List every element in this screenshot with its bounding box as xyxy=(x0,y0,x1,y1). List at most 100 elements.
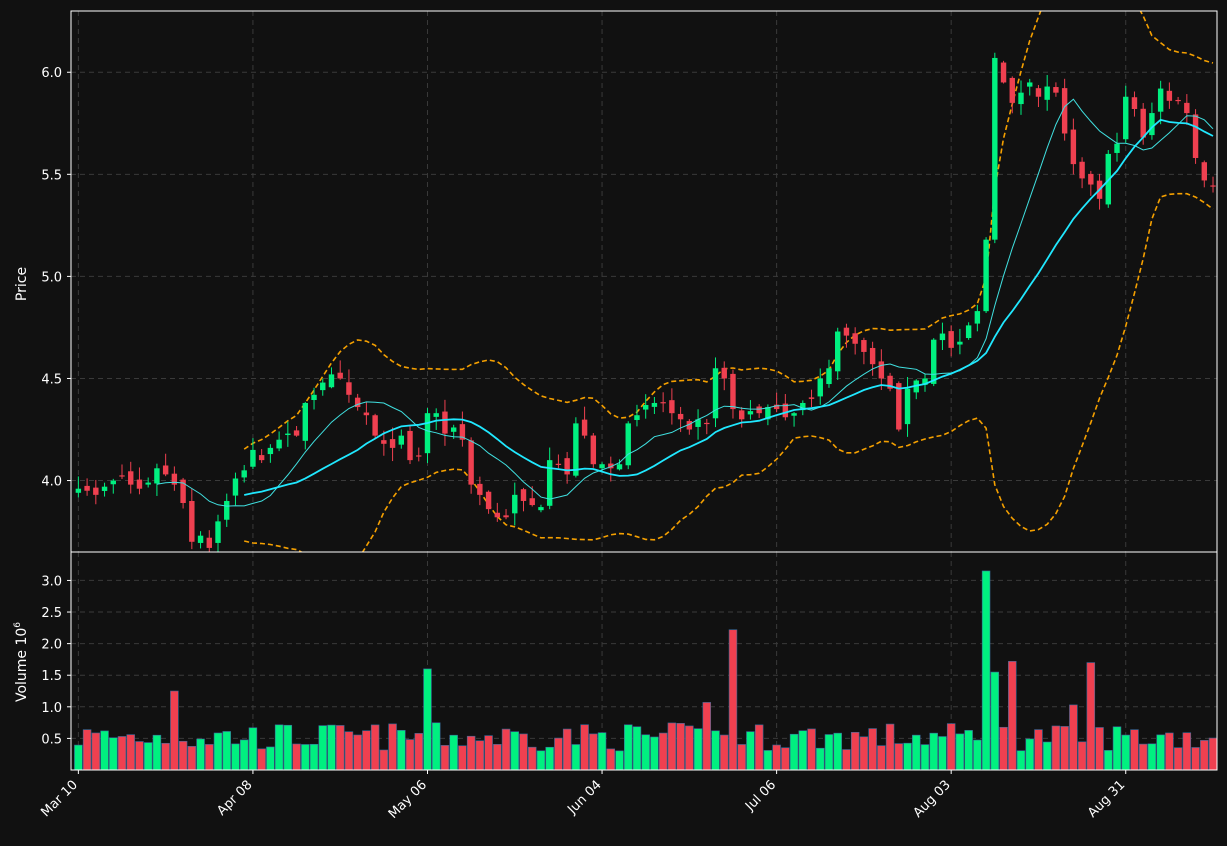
candle-body xyxy=(354,397,361,408)
volume-bar xyxy=(728,629,738,771)
volume-bar xyxy=(746,731,755,771)
volume-bar xyxy=(1016,750,1026,771)
volume-axis-label-text: Volume xyxy=(14,650,30,702)
volume-bar xyxy=(178,740,188,771)
candle-body xyxy=(904,388,911,425)
candle-body xyxy=(503,515,509,518)
volume-bar xyxy=(397,730,406,771)
candle-body xyxy=(494,512,501,518)
volume-bar xyxy=(781,747,790,771)
volume-bar xyxy=(466,735,476,771)
volume-bar xyxy=(624,724,633,771)
volume-bar xyxy=(74,744,83,771)
x-tick-label: Aug 31 xyxy=(1085,778,1128,821)
candle-body xyxy=(232,478,239,496)
volume-bar xyxy=(222,731,231,771)
candle-body xyxy=(1157,88,1164,112)
volume-bar xyxy=(301,744,310,771)
candle-body xyxy=(555,463,562,465)
candle-body xyxy=(861,340,867,352)
candle-body xyxy=(581,419,588,436)
candle-body xyxy=(573,423,579,476)
volume-bar xyxy=(545,746,554,771)
volume-bar xyxy=(370,724,380,771)
candle-body xyxy=(1018,92,1024,105)
candle-body xyxy=(704,422,710,425)
candle-body xyxy=(922,378,928,385)
candles xyxy=(75,52,1216,552)
volume-bar xyxy=(1034,729,1043,771)
candle-body xyxy=(1140,108,1146,138)
volume-bar xyxy=(981,570,991,771)
volume-bar xyxy=(196,738,205,771)
volume-bar xyxy=(405,739,415,771)
volume-bar xyxy=(1095,727,1104,771)
volume-bar xyxy=(615,750,624,771)
candle-body xyxy=(887,375,893,389)
volume-bar xyxy=(789,733,799,771)
volume-bar xyxy=(510,731,519,771)
candle-body xyxy=(468,440,474,485)
candle-body xyxy=(730,373,736,410)
candle-body xyxy=(1131,97,1138,109)
volume-bar xyxy=(589,733,598,771)
candle-body xyxy=(311,394,317,401)
candle-body xyxy=(965,325,972,339)
volume-bar xyxy=(1191,747,1200,771)
candle-body xyxy=(721,367,727,379)
candle-body xyxy=(136,479,143,489)
volume-grid xyxy=(71,552,1217,770)
candle-body xyxy=(747,411,754,415)
candle-body xyxy=(983,239,989,312)
x-tick-label: Jul 06 xyxy=(742,778,779,815)
volume-bar xyxy=(1121,734,1130,771)
volume-bar xyxy=(1147,743,1157,771)
candle-body xyxy=(1166,90,1173,101)
volume-bar xyxy=(143,742,153,771)
volume-bar xyxy=(135,741,144,771)
volume-bar xyxy=(562,728,572,771)
volume-bar xyxy=(772,744,781,771)
volume-ytick-label: 1.5 xyxy=(41,669,62,684)
volume-bar xyxy=(641,734,650,771)
price-ytick-label: 5.5 xyxy=(41,168,62,183)
volume-bar xyxy=(292,743,301,771)
candle-body xyxy=(241,470,247,478)
candle-body xyxy=(634,415,640,420)
candle-body xyxy=(852,333,858,344)
volume-bar xyxy=(833,732,842,771)
candle-body xyxy=(1035,88,1042,97)
volume-bar xyxy=(554,737,563,771)
volume-bar xyxy=(877,745,886,771)
candle-body xyxy=(206,537,212,548)
candle-body xyxy=(276,439,282,449)
candle-body xyxy=(302,402,309,441)
volume-bar xyxy=(213,732,223,771)
candle-body xyxy=(101,486,108,491)
volume-ytick-label: 1.0 xyxy=(41,701,62,716)
y-tick-labels: 4.0 4.5 5.0 5.5 6.0 0.5 1.0 1.5 2.0 2.5 3.0 xyxy=(41,66,71,747)
candle-body xyxy=(957,341,963,345)
candle-body xyxy=(250,449,256,467)
candle-body xyxy=(1088,173,1094,185)
candle-body xyxy=(1114,143,1120,153)
ma-long-line xyxy=(244,118,1214,496)
candle-body xyxy=(1184,102,1190,114)
candle-body xyxy=(590,435,597,465)
volume-bar xyxy=(1104,750,1113,771)
candle-body xyxy=(896,383,902,430)
candle-body xyxy=(878,361,885,379)
candle-body xyxy=(416,455,422,457)
volume-ytick-label: 2.0 xyxy=(41,638,62,653)
volume-bar xyxy=(1069,704,1078,771)
volume-bar xyxy=(274,724,284,771)
candle-body xyxy=(346,382,352,395)
volume-bar xyxy=(440,745,450,771)
candle-body xyxy=(529,498,535,506)
volume-bar xyxy=(1051,725,1061,771)
volume-bar xyxy=(850,731,860,771)
volume-bar xyxy=(938,736,947,771)
volume-bar xyxy=(1182,732,1192,771)
candle-body xyxy=(773,404,780,410)
